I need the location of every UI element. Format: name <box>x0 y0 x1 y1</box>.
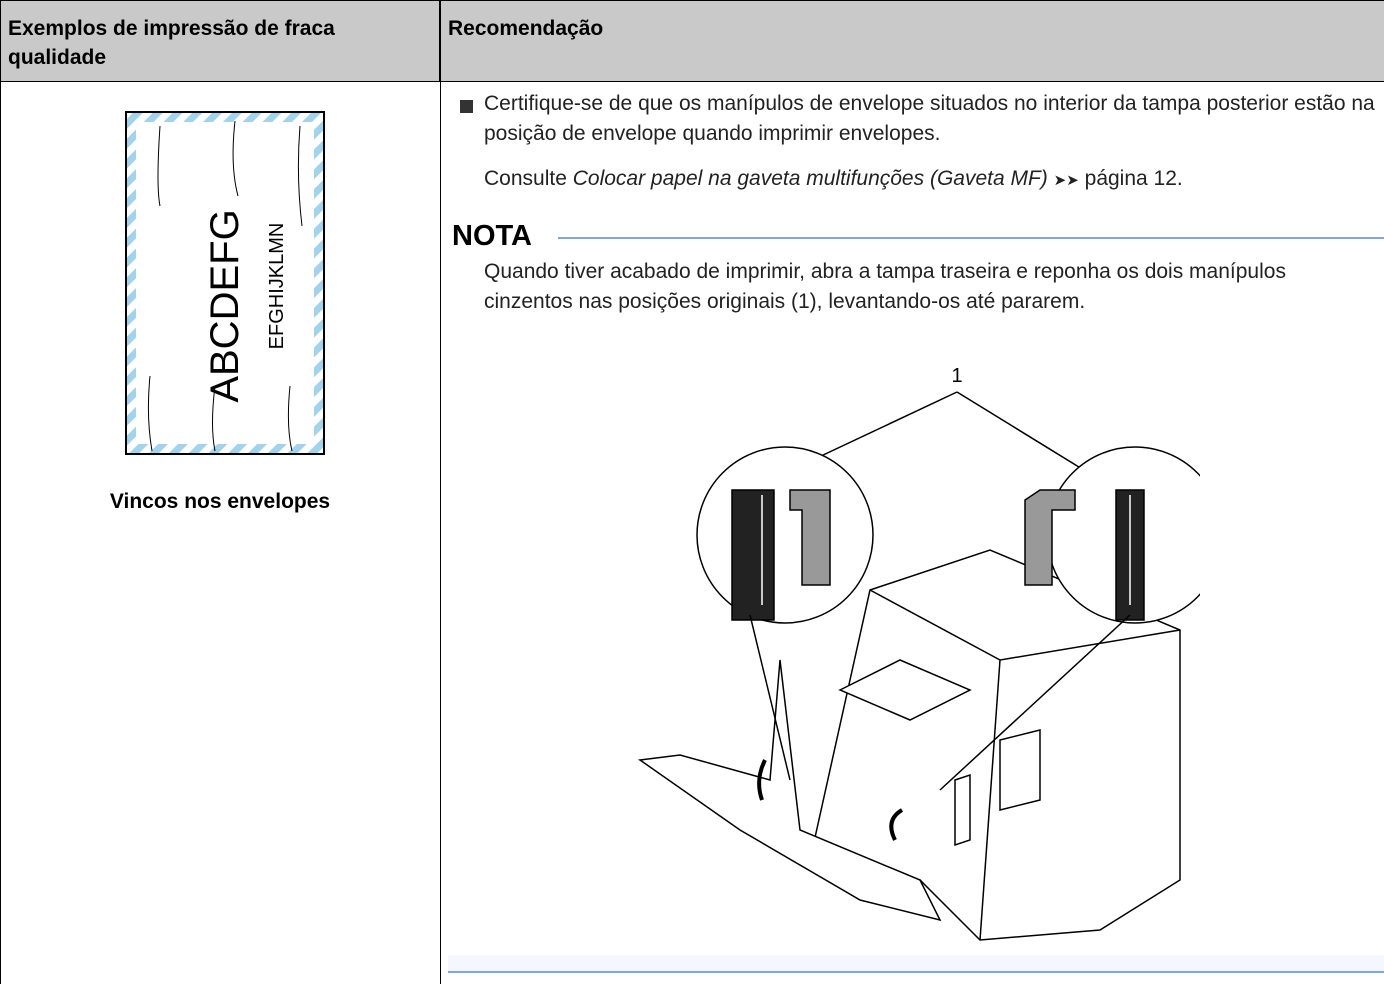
border <box>0 0 1384 1</box>
caption: Vincos nos envelopes <box>109 490 331 513</box>
envelope-subtext: EFGHIJKLMN <box>266 223 288 350</box>
border <box>440 0 441 984</box>
header-text: Recomendação <box>448 17 604 40</box>
callout: 1 <box>951 365 962 387</box>
note-footer <box>448 955 1384 972</box>
note-title: NOTA <box>452 220 533 252</box>
reference: Consulte Colocar papel na gaveta multifu… <box>484 164 1183 196</box>
note-rule <box>448 971 1384 973</box>
ref-prefix: Consulte <box>484 167 567 190</box>
note-rule <box>558 237 1384 239</box>
border <box>0 0 1 984</box>
envelope-illustration: ABCDEFG EFGHIJKLMN <box>125 111 325 455</box>
ref-page: página 12. <box>1084 167 1183 190</box>
header-cell: Recomendação <box>440 0 1384 82</box>
ref-link[interactable]: Colocar papel na gaveta multifunções (Ga… <box>572 167 1048 190</box>
envelope-text: ABCDEFG <box>203 209 247 402</box>
bullet <box>460 100 473 113</box>
bullet-text: Certifique-se de que os manípulos de env… <box>484 92 1375 145</box>
header-text: Exemplos de impressão de fraca qualidade <box>8 17 335 69</box>
note-text: Quando tiver acabado de imprimir, abra a… <box>484 260 1286 313</box>
printer-illustration: 1 <box>637 365 1200 941</box>
ref-arrows: ➤➤ <box>1053 172 1079 189</box>
header-cell: Exemplos de impressão de fraca qualidade <box>0 0 440 82</box>
